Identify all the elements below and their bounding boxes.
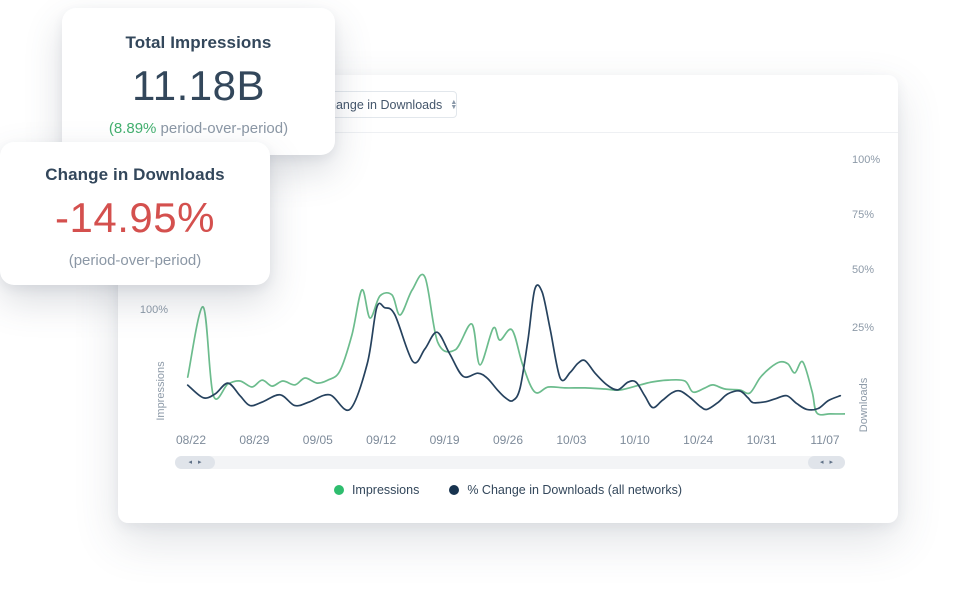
right-axis-tick: 100% xyxy=(852,154,881,166)
right-axis-tick: 25% xyxy=(852,322,875,334)
x-axis-tick: 11/07 xyxy=(810,433,840,447)
series-line-change-in-downloads-all-networks xyxy=(186,284,842,412)
downloads-period-note: (period-over-period) xyxy=(68,252,202,269)
card-title: Total Impressions xyxy=(125,33,272,52)
chart-range-scrollbar[interactable]: ◂ ▸ ◂ ▸ xyxy=(175,456,845,469)
x-axis-tick: 10/03 xyxy=(556,433,587,447)
total-impressions-value: 11.18B xyxy=(132,62,265,109)
legend-label: Impressions xyxy=(351,483,420,497)
scroll-right-icon: ▸ xyxy=(829,459,834,466)
x-axis-tick: 09/26 xyxy=(492,433,524,447)
left-axis-tick: 100% xyxy=(139,304,168,316)
legend-item[interactable]: % Change in Downloads (all networks) xyxy=(449,483,682,497)
right-axis-tick: 75% xyxy=(852,209,875,221)
header-divider xyxy=(118,132,898,133)
legend-dot-icon xyxy=(449,485,460,495)
legend-item[interactable]: Impressions xyxy=(333,483,420,497)
scrollbar-left-handle[interactable]: ◂ ▸ xyxy=(175,456,215,469)
x-axis-tick: 09/12 xyxy=(366,433,397,447)
series-line-impressions xyxy=(186,273,845,416)
scrollbar-right-handle[interactable]: ◂ ▸ xyxy=(808,456,845,469)
up-down-chevron-icon: ▲ ▼ xyxy=(450,98,458,111)
x-axis-tick: 08/29 xyxy=(239,433,270,447)
scroll-left-icon: ◂ xyxy=(188,459,192,466)
x-axis-tick: 10/24 xyxy=(683,433,714,447)
right-axis-title: Downloads xyxy=(858,377,870,433)
x-axis-tick: 09/05 xyxy=(302,433,333,447)
metric-select-value: Change in Downloads xyxy=(320,97,443,112)
right-axis-tick: 50% xyxy=(852,264,875,276)
scroll-right-icon: ▸ xyxy=(198,459,202,466)
change-in-downloads-card: Change in Downloads -14.95% (period-over… xyxy=(0,142,270,285)
x-axis-tick: 10/31 xyxy=(746,433,777,447)
x-axis-tick: 08/22 xyxy=(175,433,207,447)
x-axis-tick: 10/10 xyxy=(619,433,650,447)
delta-suffix: period-over-period) xyxy=(156,120,289,137)
scroll-left-icon: ◂ xyxy=(819,459,824,466)
x-axis-tick: 09/19 xyxy=(429,433,460,447)
delta-percent: (8.89% xyxy=(108,120,157,137)
chart-legend: Impressions % Change in Downloads (all ne… xyxy=(118,483,898,497)
legend-dot-icon xyxy=(333,485,344,495)
card-title: Change in Downloads xyxy=(45,165,225,184)
change-in-downloads-value: -14.95% xyxy=(55,194,215,241)
impressions-period-delta: (8.89% period-over-period) xyxy=(109,120,288,137)
left-axis-title: Impressions xyxy=(155,361,167,421)
line-chart[interactable] xyxy=(175,263,845,435)
legend-label: % Change in Downloads (all networks) xyxy=(467,483,683,497)
total-impressions-card: Total Impressions 11.18B (8.89% period-o… xyxy=(62,8,335,155)
